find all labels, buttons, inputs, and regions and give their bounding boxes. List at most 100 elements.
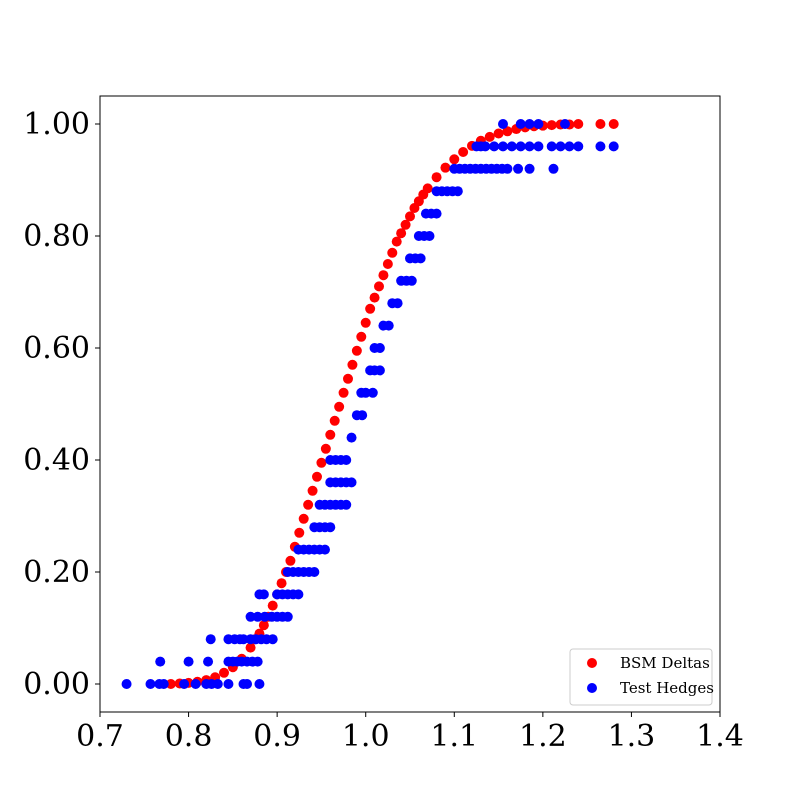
data-point bbox=[387, 247, 398, 258]
data-point bbox=[183, 656, 194, 667]
data-point bbox=[259, 611, 270, 622]
data-point bbox=[383, 320, 394, 331]
data-point bbox=[515, 141, 526, 152]
data-point bbox=[356, 331, 367, 342]
data-point bbox=[190, 679, 201, 689]
x-tick-label: 0.7 bbox=[76, 719, 124, 754]
data-point bbox=[158, 679, 169, 689]
legend-marker bbox=[587, 683, 597, 693]
data-point bbox=[452, 186, 463, 197]
data-point bbox=[440, 162, 451, 173]
data-point bbox=[245, 642, 256, 653]
data-point bbox=[329, 415, 340, 426]
data-point bbox=[276, 578, 287, 589]
data-point bbox=[573, 119, 584, 129]
data-point bbox=[608, 119, 619, 129]
x-tick-label: 1.0 bbox=[342, 719, 390, 754]
x-tick-label: 1.3 bbox=[608, 719, 656, 754]
data-point bbox=[374, 281, 384, 292]
plot-frame bbox=[99, 95, 721, 713]
data-point bbox=[415, 253, 426, 264]
legend-box bbox=[569, 648, 713, 706]
data-point bbox=[524, 141, 535, 152]
data-point bbox=[254, 679, 265, 689]
data-point bbox=[391, 236, 402, 247]
data-point bbox=[424, 231, 435, 241]
data-point bbox=[431, 208, 442, 219]
data-point bbox=[346, 477, 357, 488]
x-tick-label: 0.9 bbox=[253, 719, 301, 754]
data-point bbox=[608, 141, 619, 152]
data-point bbox=[351, 345, 362, 356]
data-point bbox=[258, 589, 269, 600]
data-point bbox=[303, 499, 314, 510]
data-point bbox=[484, 131, 495, 142]
x-tick-label: 1.2 bbox=[519, 719, 567, 754]
data-point bbox=[320, 443, 331, 454]
data-point bbox=[548, 163, 559, 174]
data-point bbox=[121, 679, 132, 689]
data-point bbox=[400, 219, 411, 230]
data-point bbox=[502, 126, 513, 137]
data-point bbox=[245, 611, 256, 622]
x-tick-label: 1.1 bbox=[430, 719, 478, 754]
data-point bbox=[294, 527, 305, 538]
data-point bbox=[347, 359, 358, 370]
data-point bbox=[343, 373, 353, 384]
data-point bbox=[267, 600, 278, 611]
data-point bbox=[533, 141, 544, 152]
x-tick-label: 1.4 bbox=[696, 719, 744, 754]
data-point bbox=[493, 128, 504, 139]
data-point bbox=[382, 259, 393, 269]
data-point bbox=[325, 429, 336, 440]
data-point bbox=[513, 163, 524, 174]
data-point bbox=[595, 119, 606, 129]
data-point bbox=[179, 679, 190, 689]
x-axis: 0.7 0.8 0.9 1.0 1.1 1.2 1.3 1.4 bbox=[76, 712, 744, 754]
data-point bbox=[285, 555, 296, 566]
data-point bbox=[502, 163, 513, 174]
data-points bbox=[121, 119, 619, 689]
data-point bbox=[498, 119, 508, 129]
data-point bbox=[422, 183, 433, 194]
data-point bbox=[546, 141, 557, 152]
data-point bbox=[155, 656, 166, 667]
y-tick-label: 0.20 bbox=[23, 555, 90, 590]
data-point bbox=[319, 544, 330, 555]
data-point bbox=[341, 499, 352, 510]
data-point bbox=[406, 275, 417, 286]
legend-label: Test Hedges bbox=[620, 679, 714, 697]
data-point bbox=[555, 141, 566, 152]
data-point bbox=[564, 141, 575, 152]
data-point bbox=[307, 485, 318, 496]
y-tick-label: 0.60 bbox=[23, 331, 90, 366]
legend: BSM Deltas Test Hedges bbox=[569, 648, 714, 706]
data-point bbox=[252, 611, 263, 622]
legend-marker bbox=[587, 658, 597, 668]
data-point bbox=[338, 387, 349, 398]
y-tick-label: 0.00 bbox=[23, 667, 90, 702]
y-tick-label: 0.40 bbox=[23, 443, 90, 478]
data-point bbox=[506, 141, 517, 152]
data-point bbox=[595, 141, 606, 152]
data-point bbox=[242, 679, 253, 689]
data-point bbox=[219, 667, 229, 678]
data-point bbox=[223, 679, 234, 689]
data-point bbox=[238, 634, 249, 645]
x-tick-label: 0.8 bbox=[165, 719, 213, 754]
data-point bbox=[258, 620, 269, 631]
data-point bbox=[325, 522, 336, 533]
data-point bbox=[475, 141, 486, 152]
data-point bbox=[458, 147, 469, 157]
data-point bbox=[341, 455, 352, 465]
data-point bbox=[282, 611, 293, 622]
data-point bbox=[312, 471, 322, 482]
data-point bbox=[374, 365, 385, 376]
data-point bbox=[392, 298, 403, 309]
data-point bbox=[334, 401, 345, 412]
data-point bbox=[212, 679, 223, 689]
data-point bbox=[298, 513, 309, 524]
data-point bbox=[449, 154, 460, 165]
data-point bbox=[360, 317, 371, 328]
